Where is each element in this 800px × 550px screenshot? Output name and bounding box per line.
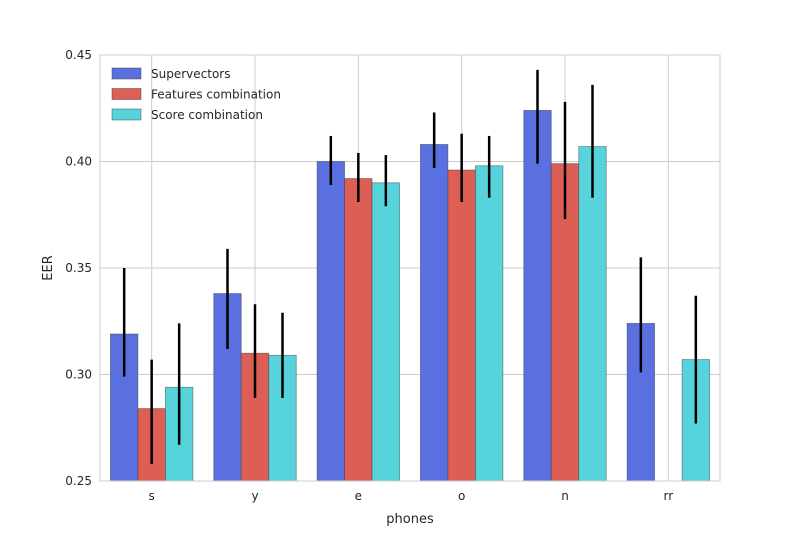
legend-label: Score combination <box>151 108 263 122</box>
x-tick-label: rr <box>664 489 674 503</box>
x-tick-label: o <box>458 489 465 503</box>
x-tick-labels: s y e o n rr <box>149 489 674 503</box>
y-tick-label: 0.25 <box>65 474 92 488</box>
y-tick-label: 0.35 <box>65 261 92 275</box>
bar <box>420 144 449 482</box>
legend-swatch <box>111 88 142 100</box>
bar <box>371 182 400 482</box>
error-bars <box>122 69 698 464</box>
plot-frame <box>99 54 721 482</box>
bar <box>578 146 607 482</box>
bar <box>344 178 373 482</box>
legend-label: Supervectors <box>151 67 230 81</box>
bar <box>316 161 345 482</box>
y-axis-label: EER <box>41 255 56 280</box>
legend-label: Features combination <box>151 88 281 102</box>
bar <box>475 165 504 482</box>
x-tick-label: n <box>561 489 569 503</box>
y-tick-label: 0.30 <box>65 368 92 382</box>
legend: Supervectors Features combination Score co… <box>111 67 281 122</box>
x-axis-label: phones <box>386 512 434 527</box>
legend-swatch <box>111 67 142 80</box>
x-tick-label: y <box>251 489 258 503</box>
y-tick-labels: 0.25 0.30 0.35 0.40 0.45 <box>65 48 92 488</box>
legend-swatch <box>111 108 142 121</box>
x-tick-label: e <box>355 489 362 503</box>
x-tick-label: s <box>149 489 155 503</box>
y-tick-label: 0.40 <box>65 155 92 169</box>
bar <box>447 169 476 482</box>
bars <box>110 109 710 482</box>
y-tick-label: 0.45 <box>65 48 92 62</box>
bar <box>523 109 552 482</box>
